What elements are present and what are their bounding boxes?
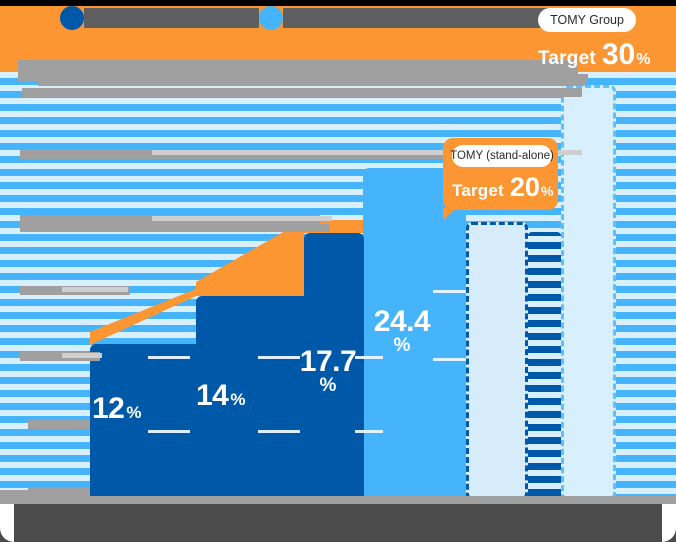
legend-dot-dark-icon [60,6,84,30]
bar-unit: % [319,374,337,396]
redacted-axis-label [22,88,582,97]
orange-trend-area [90,220,363,345]
bar-tick [355,430,383,433]
target-bar-group [561,85,616,500]
standalone-callout-tail-icon [443,208,457,220]
bar-value: 17.7 [299,345,357,378]
bar-value: 14 [196,379,229,412]
bar-unit: % [393,334,411,356]
redacted-header-subtitle [18,74,588,82]
target-unit: % [540,183,554,199]
bar-tick [148,430,190,433]
bar-unit: % [230,390,246,409]
bar-tick [148,356,190,359]
bar-tick [258,430,300,433]
redacted-axis-label [152,216,332,221]
target-value: 30 [601,38,636,71]
redacted-axis-label [38,78,586,86]
redacted-axis-label [28,420,90,429]
legend-dot-light-icon [259,6,283,30]
target-unit: % [636,51,651,68]
legend-item-2[interactable] [259,6,563,30]
axis-baseline [0,496,676,504]
bar-label-17-7: 17.7 % [296,345,360,396]
tomy-standalone-target: Target 20 % [452,172,553,203]
tomy-standalone-badge-label: TOMY (stand-alone) [450,150,554,162]
frame-corner-right [662,504,676,542]
bar-value: 24.4 [373,305,431,338]
bar-tick [258,356,300,359]
redacted-legend-label [84,8,259,28]
redacted-axis-origin [0,490,62,502]
bar-label-12: 12 % [92,392,142,426]
bar-label-14: 14 % [196,379,246,413]
redacted-header-subtitle [18,60,578,74]
target-value: 20 [509,172,540,202]
tomy-standalone-badge[interactable]: TOMY (stand-alone) [450,145,554,167]
frame-corner-left [0,504,14,542]
redacted-axis-label [62,353,102,358]
redacted-axis-label [62,287,128,292]
legend [60,6,563,30]
bar-standalone-projection [528,232,561,500]
redacted-axis-label [20,224,330,232]
frame-top-edge [0,0,676,6]
tomy-group-target: Target 30 % [538,38,650,72]
tomy-group-badge[interactable]: TOMY Group [538,8,636,32]
bar-unit: % [126,403,142,422]
redacted-axis-label [152,150,582,155]
legend-item-1[interactable] [60,6,259,30]
bar-tick [355,356,383,359]
target-word: Target [538,48,596,69]
redacted-legend-label [283,8,563,28]
bar-24-4 [363,168,466,500]
bar-tick [433,290,466,293]
target-bar-standalone [466,222,528,500]
target-word: Target [452,181,504,200]
bar-17-7 [304,233,364,500]
bar-tick [433,358,466,361]
bar-value: 12 [92,392,125,425]
tomy-group-badge-label: TOMY Group [550,13,624,27]
redacted-axis-label [20,352,100,361]
bar-label-24-4: 24.4 % [366,305,438,356]
redacted-x-axis-labels [0,504,676,542]
